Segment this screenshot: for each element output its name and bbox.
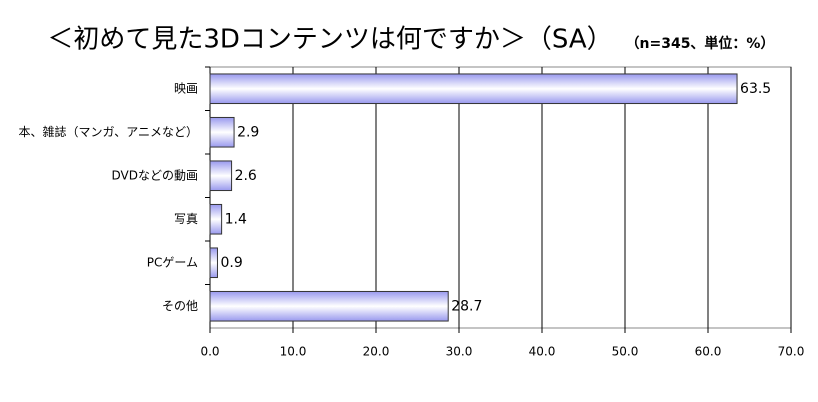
chart-subtitle: （n=345、単位：%） bbox=[626, 35, 775, 52]
x-tick-label: 20.0 bbox=[363, 345, 390, 359]
bar bbox=[209, 203, 223, 235]
value-label: 0.9 bbox=[220, 255, 242, 271]
bar bbox=[209, 290, 449, 322]
value-label: 2.9 bbox=[237, 124, 259, 140]
x-tick-label: 60.0 bbox=[695, 345, 722, 359]
chart-title: ＜初めて見た3Dコンテンツは何ですか＞（SA） bbox=[47, 25, 612, 55]
x-tick-label: 40.0 bbox=[529, 345, 556, 359]
value-label: 2.6 bbox=[235, 168, 257, 184]
y-tick-label: 写真 bbox=[174, 212, 198, 226]
y-tick-label: 本、雑誌（マンガ、アニメなど） bbox=[18, 124, 198, 139]
x-tick-label: 10.0 bbox=[280, 345, 307, 359]
value-label: 1.4 bbox=[225, 211, 247, 227]
x-tick-label: 0.0 bbox=[200, 345, 219, 359]
value-label: 63.5 bbox=[740, 81, 771, 97]
y-tick-label: DVDなどの動画 bbox=[112, 168, 198, 182]
bar bbox=[209, 160, 233, 192]
x-tick-label: 70.0 bbox=[778, 345, 805, 359]
y-tick-label: その他 bbox=[162, 299, 198, 313]
value-label: 28.7 bbox=[451, 298, 482, 314]
bar bbox=[209, 73, 738, 105]
x-tick-label: 50.0 bbox=[612, 345, 639, 359]
y-tick-label: PCゲーム bbox=[147, 255, 198, 269]
plot-area bbox=[209, 66, 792, 329]
bar bbox=[209, 247, 218, 279]
y-tick-label: 映画 bbox=[174, 81, 198, 95]
x-tick-label: 30.0 bbox=[446, 345, 473, 359]
bar bbox=[209, 116, 235, 148]
